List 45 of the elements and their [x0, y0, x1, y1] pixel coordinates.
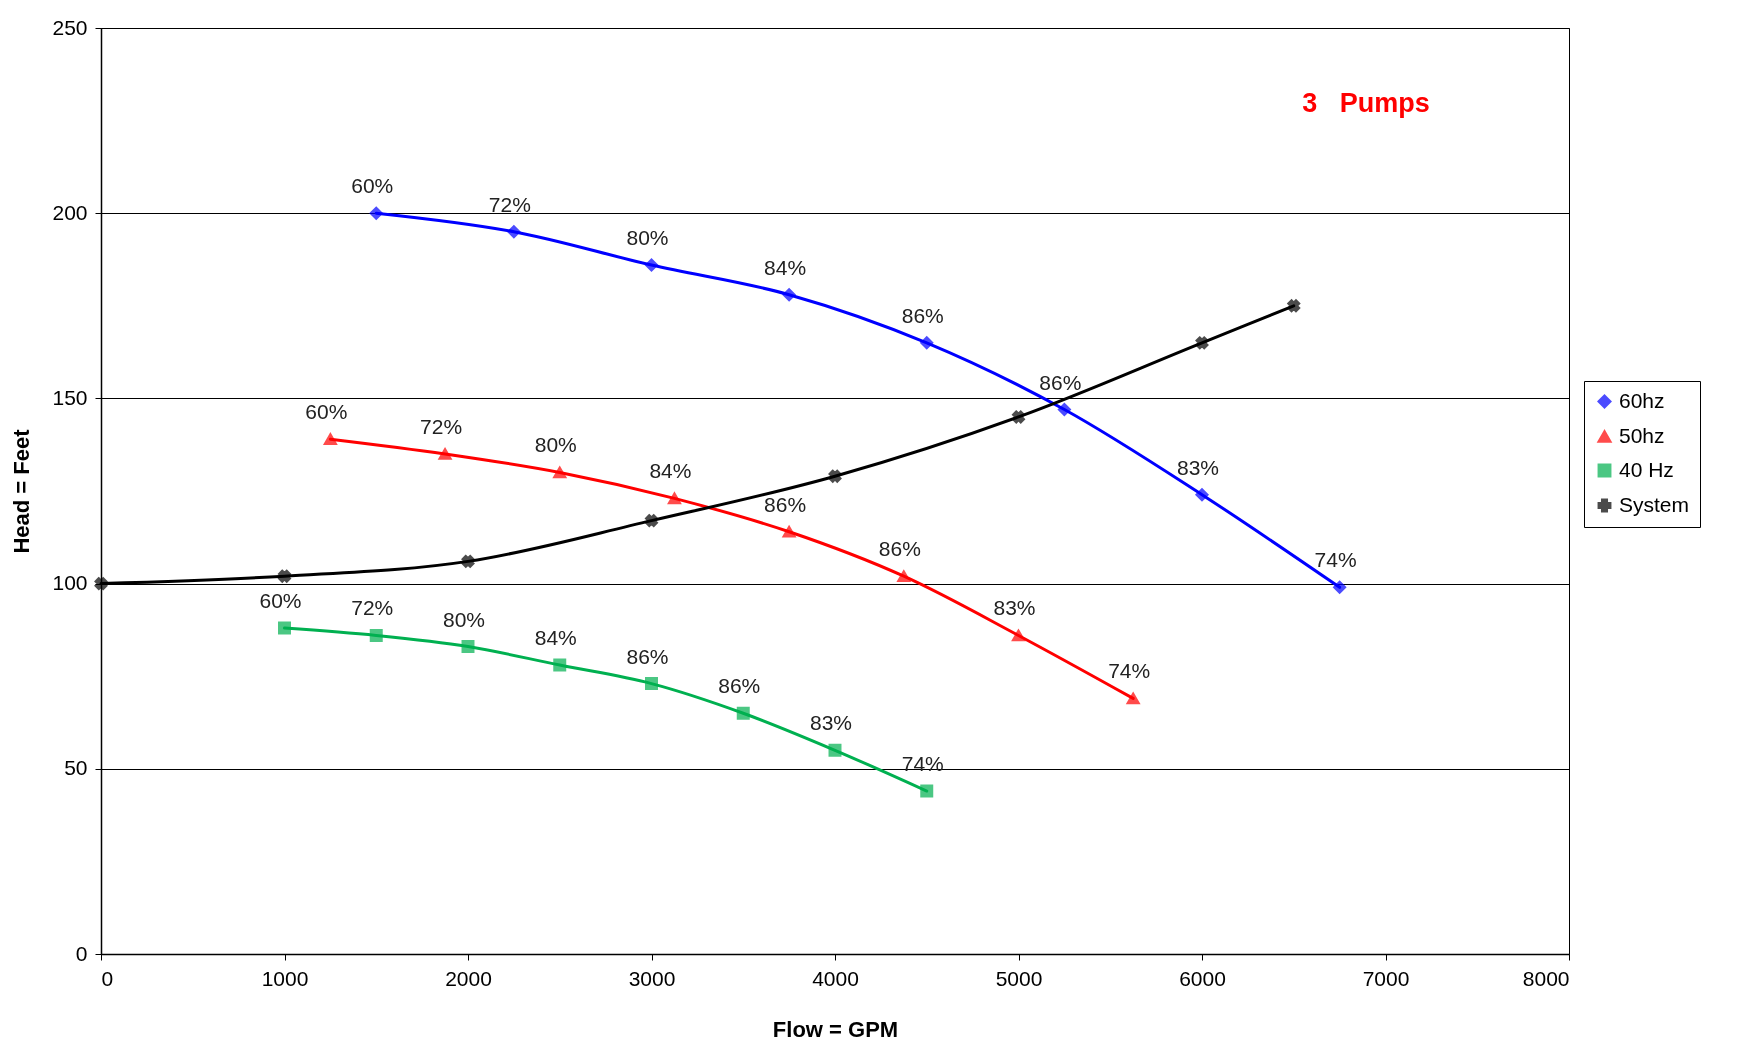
x-tick-label: 6000 — [1179, 966, 1226, 990]
x-tick-label: 0 — [101, 966, 114, 990]
annotation: 83% — [993, 596, 1036, 620]
legend-label: System — [1619, 492, 1690, 516]
annotation: 86% — [1039, 370, 1082, 394]
annotation: 74% — [1108, 659, 1151, 683]
x-tick-label: 5000 — [995, 966, 1043, 990]
y-tick-label: 100 — [52, 571, 88, 595]
annotation: 84% — [764, 255, 807, 279]
annotation: 72% — [420, 414, 463, 438]
x-axis-title: Flow = GPM — [772, 1016, 899, 1042]
annotation: 74% — [1314, 548, 1357, 572]
annotation: 83% — [809, 711, 853, 735]
annotation: 3 Pumps — [1302, 88, 1430, 118]
annotation: 72% — [488, 192, 531, 216]
y-tick-label: 150 — [52, 385, 88, 409]
x-tick-label: 4000 — [812, 966, 859, 990]
legend-label: 50hz — [1619, 423, 1665, 447]
x-tick-label: 1000 — [261, 966, 309, 990]
annotation: 84% — [649, 459, 692, 483]
annotation: 83% — [1176, 455, 1220, 479]
annotation: 60% — [351, 174, 394, 198]
legend-label: 40 Hz — [1619, 457, 1674, 481]
annotation: 60% — [305, 400, 348, 424]
annotation: 80% — [534, 433, 577, 457]
x-tick-label: 3000 — [628, 966, 676, 990]
x-tick-label: 8000 — [1522, 966, 1570, 990]
annotation: 84% — [534, 626, 577, 650]
annotation: 80% — [626, 226, 669, 250]
y-tick-label: 200 — [52, 200, 88, 224]
y-axis-title: Head = Feet — [9, 428, 35, 554]
x-tick-label: 2000 — [445, 966, 492, 990]
annotation: 86% — [718, 674, 761, 698]
annotation: 72% — [351, 596, 394, 620]
annotation: 86% — [626, 644, 669, 668]
annotation: 86% — [764, 492, 807, 516]
legend-label: 60hz — [1619, 388, 1665, 412]
annotation: 86% — [901, 303, 944, 327]
x-tick-label: 7000 — [1362, 966, 1410, 990]
annotation: 60% — [259, 589, 302, 613]
annotation: 80% — [442, 607, 486, 631]
y-tick-label: 50 — [64, 756, 88, 780]
annotation: 86% — [878, 537, 921, 561]
y-tick-label: 250 — [52, 15, 88, 39]
y-tick-label: 0 — [75, 941, 88, 965]
